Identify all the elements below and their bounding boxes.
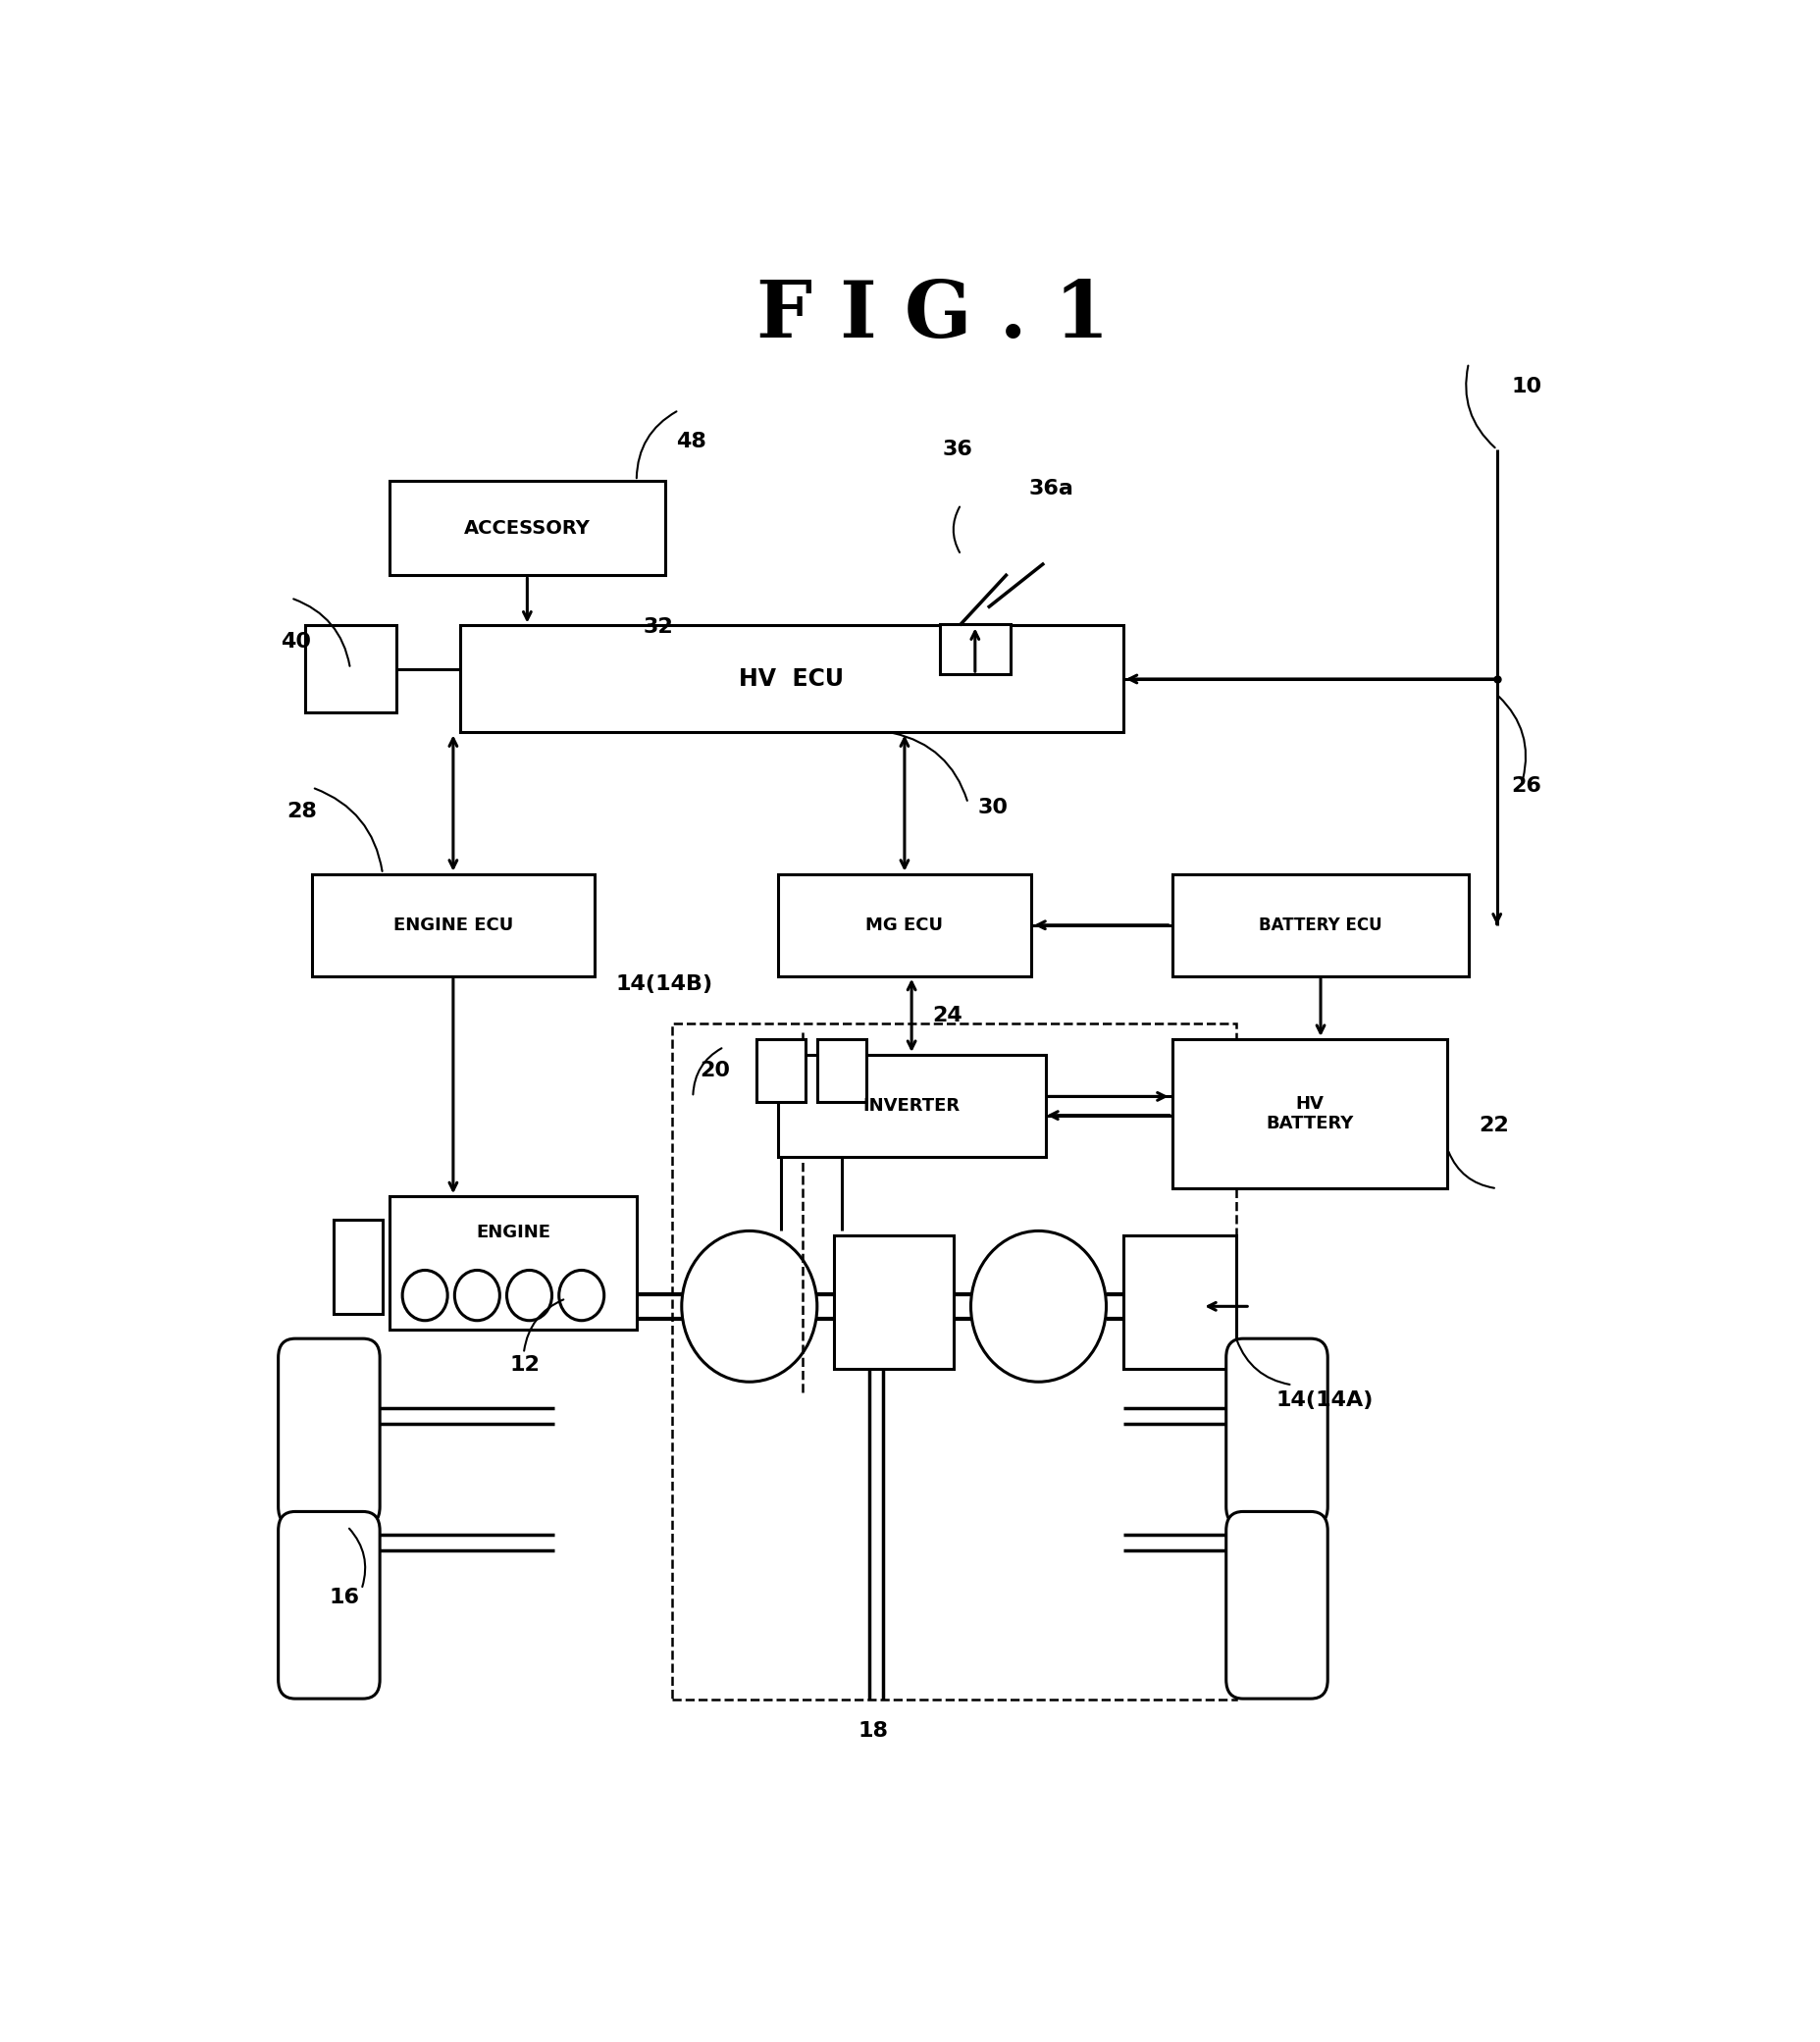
Text: 24: 24 — [934, 1005, 963, 1025]
Text: 28: 28 — [288, 800, 317, 821]
Text: MG ECU: MG ECU — [866, 917, 943, 933]
Text: 32: 32 — [644, 617, 673, 637]
Text: 14(14A): 14(14A) — [1276, 1391, 1372, 1411]
FancyBboxPatch shape — [1172, 874, 1469, 976]
Text: ACCESSORY: ACCESSORY — [464, 519, 590, 537]
Text: 20: 20 — [701, 1060, 730, 1080]
FancyBboxPatch shape — [834, 1235, 954, 1370]
FancyBboxPatch shape — [389, 480, 664, 576]
FancyBboxPatch shape — [306, 625, 397, 713]
Text: 30: 30 — [977, 798, 1008, 817]
Text: 18: 18 — [857, 1721, 888, 1740]
FancyBboxPatch shape — [939, 625, 1010, 674]
FancyBboxPatch shape — [278, 1340, 380, 1525]
FancyBboxPatch shape — [313, 874, 595, 976]
FancyBboxPatch shape — [777, 874, 1032, 976]
Text: BATTERY ECU: BATTERY ECU — [1259, 917, 1381, 933]
Text: 16: 16 — [329, 1587, 360, 1607]
FancyBboxPatch shape — [460, 625, 1123, 733]
Text: ENGINE: ENGINE — [475, 1223, 550, 1242]
Text: HV
BATTERY: HV BATTERY — [1267, 1095, 1354, 1133]
FancyBboxPatch shape — [777, 1056, 1046, 1158]
Text: 40: 40 — [280, 631, 311, 651]
Text: 14(14B): 14(14B) — [615, 974, 713, 994]
Text: 26: 26 — [1511, 776, 1542, 796]
Text: 22: 22 — [1478, 1115, 1509, 1135]
FancyBboxPatch shape — [1172, 1039, 1447, 1188]
Text: 36: 36 — [943, 439, 974, 459]
Text: INVERTER: INVERTER — [863, 1097, 961, 1115]
Text: ENGINE ECU: ENGINE ECU — [393, 917, 513, 933]
Text: 36a: 36a — [1028, 480, 1074, 498]
Text: 48: 48 — [675, 431, 706, 451]
FancyBboxPatch shape — [389, 1197, 637, 1329]
FancyBboxPatch shape — [817, 1039, 866, 1103]
FancyBboxPatch shape — [1227, 1511, 1329, 1699]
FancyBboxPatch shape — [278, 1511, 380, 1699]
FancyBboxPatch shape — [333, 1219, 382, 1315]
Text: 12: 12 — [510, 1354, 541, 1374]
FancyBboxPatch shape — [1227, 1340, 1329, 1525]
Text: HV  ECU: HV ECU — [739, 668, 844, 690]
Text: 10: 10 — [1511, 376, 1542, 396]
FancyBboxPatch shape — [757, 1039, 806, 1103]
FancyBboxPatch shape — [1123, 1235, 1236, 1370]
Text: F I G . 1: F I G . 1 — [757, 278, 1108, 353]
